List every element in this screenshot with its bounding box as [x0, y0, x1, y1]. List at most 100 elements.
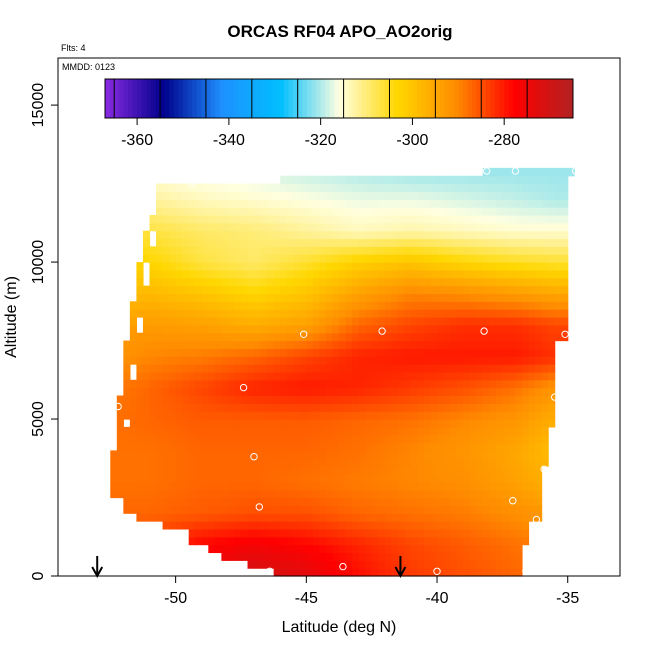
heatmap-cell [280, 277, 288, 287]
heatmap-cell [312, 481, 320, 491]
heatmap-cell [469, 356, 477, 365]
heatmap-cell [156, 364, 164, 373]
heatmap-cell [182, 238, 190, 247]
heatmap-cell [332, 191, 340, 200]
heatmap-cell [182, 293, 190, 302]
heatmap-cell [469, 254, 477, 263]
heatmap-cell [352, 207, 360, 216]
heatmap-cell [214, 340, 222, 349]
heatmap-cell [169, 301, 177, 310]
heatmap-cell [437, 269, 445, 279]
heatmap-cell [410, 442, 419, 452]
heatmap-cell [195, 379, 203, 389]
heatmap-cell [384, 568, 392, 577]
heatmap-cell [280, 246, 288, 255]
heatmap-cell [437, 356, 445, 365]
heatmap-cell [339, 395, 347, 404]
heatmap-cell [378, 293, 386, 302]
heatmap-cell [495, 230, 503, 240]
heatmap-cell [430, 364, 438, 373]
heatmap-cell [548, 387, 556, 397]
heatmap-cell [535, 371, 543, 381]
heatmap-cell [443, 222, 451, 232]
heatmap-cell [339, 497, 347, 506]
heatmap-cell [299, 497, 307, 506]
heatmap-cell [312, 230, 320, 240]
heatmap-cell [450, 356, 458, 365]
heatmap-cell [521, 434, 530, 444]
heatmap-cell [339, 222, 347, 232]
heatmap-cell [142, 450, 151, 459]
heatmap-cell [535, 497, 543, 506]
heatmap-cell [489, 340, 497, 349]
heatmap-cell [365, 183, 373, 193]
heatmap-cell [247, 560, 255, 569]
heatmap-cell [502, 434, 510, 444]
heatmap-cell [482, 183, 490, 193]
heatmap-cell [437, 450, 445, 459]
heatmap-cell [456, 222, 464, 232]
heatmap-cell [469, 528, 477, 538]
heatmap-cell [306, 269, 314, 279]
heatmap-cell [227, 505, 236, 514]
heatmap-cell [508, 230, 517, 240]
heatmap-cell [169, 466, 177, 475]
heatmap-cell [339, 568, 347, 577]
heatmap-cell [286, 419, 294, 428]
heatmap-cell [312, 497, 320, 506]
heatmap-cell [495, 324, 503, 334]
heatmap-cell [548, 175, 556, 185]
heatmap-cell [221, 481, 229, 491]
heatmap-cell [175, 387, 183, 397]
heatmap-cell [404, 277, 412, 287]
heatmap-cell [404, 387, 412, 397]
x-axis: -50 -45 -40 -35 [164, 576, 579, 607]
heatmap-cell [443, 521, 451, 530]
x-tick-label: -45 [295, 590, 318, 607]
heatmap-cell [476, 466, 484, 475]
heatmap-cell [404, 552, 412, 561]
heatmap-cell [214, 356, 222, 365]
heatmap-cell [201, 301, 209, 310]
heatmap-cell [293, 442, 301, 452]
heatmap-cell [306, 348, 314, 357]
heatmap-cell [221, 356, 229, 365]
heatmap-cell [482, 411, 490, 420]
heatmap-cell [136, 332, 144, 342]
heatmap-cell [456, 254, 464, 263]
heatmap-cell [260, 536, 268, 546]
heatmap-cell [352, 371, 360, 381]
heatmap-cell [404, 560, 412, 569]
heatmap-cell [286, 568, 294, 577]
heatmap-cell [391, 473, 399, 483]
heatmap-cell [404, 199, 412, 208]
heatmap-cell [515, 364, 523, 373]
heatmap-cell [528, 403, 536, 412]
heatmap-cell [182, 324, 190, 334]
heatmap-cell [332, 269, 340, 279]
heatmap-cell [280, 481, 288, 491]
heatmap-cell [378, 214, 386, 224]
heatmap-cell [358, 317, 366, 326]
heatmap-cell [293, 262, 301, 271]
heatmap-cell [208, 371, 216, 381]
heatmap-cell [227, 450, 236, 459]
heatmap-cell [476, 238, 484, 247]
heatmap-cell [254, 309, 262, 318]
heatmap-cell [489, 230, 497, 240]
heatmap-cell [182, 230, 190, 240]
heatmap-cell [299, 544, 307, 554]
heatmap-cell [286, 513, 294, 522]
heatmap-cell [384, 528, 392, 538]
heatmap-cell [273, 262, 281, 271]
heatmap-cell [489, 348, 497, 357]
heatmap-cell [182, 301, 190, 310]
heatmap-cell [365, 222, 373, 232]
heatmap-cell [136, 277, 144, 287]
heatmap-cell [378, 481, 386, 491]
heatmap-cell [293, 332, 301, 342]
y-tick-label: 0 [30, 571, 47, 580]
heatmap-cell [267, 426, 275, 436]
heatmap-cell [365, 277, 373, 287]
heatmap-cell [502, 199, 510, 208]
